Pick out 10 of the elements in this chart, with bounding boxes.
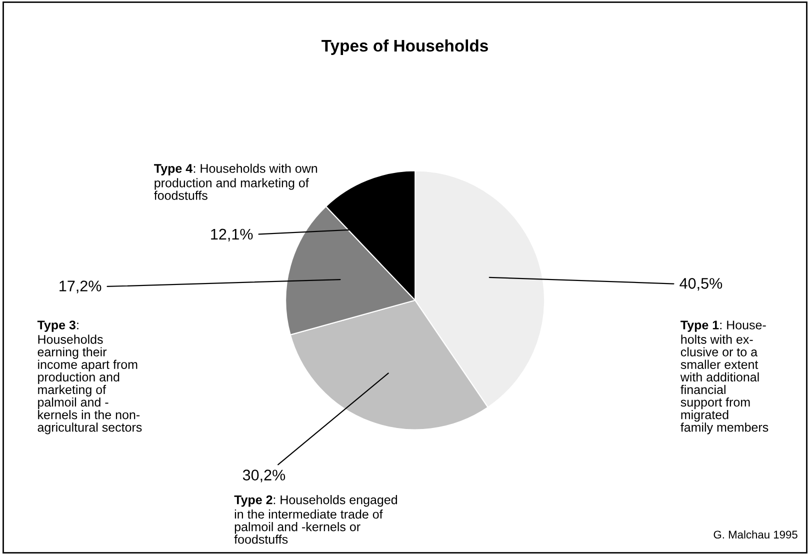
data-label: 12,1% <box>211 228 253 242</box>
data-label: 40,5% <box>680 278 722 291</box>
text: G. Malchau 1995 <box>714 530 798 539</box>
chart-title: Types of Households <box>322 39 488 55</box>
slice-label: Type 4: Households with own production and marketing of foodstuffs <box>154 164 318 200</box>
slice-label: Type 2: Households engaged in the intermediate trade of palmoil and -kernels or foodstuffs <box>234 495 398 544</box>
category-label: Type 1: House- holts with ex- clusive or to a smaller extent with additional financial support from migrated family members <box>680 320 768 434</box>
data-label: 30,2% <box>242 470 286 482</box>
category-label: Type 3: Households earning their income apart from production and marketing of palmoil and - kernels in the non- agricultural sectors <box>37 320 142 434</box>
data-label: 17,2% <box>60 280 102 294</box>
